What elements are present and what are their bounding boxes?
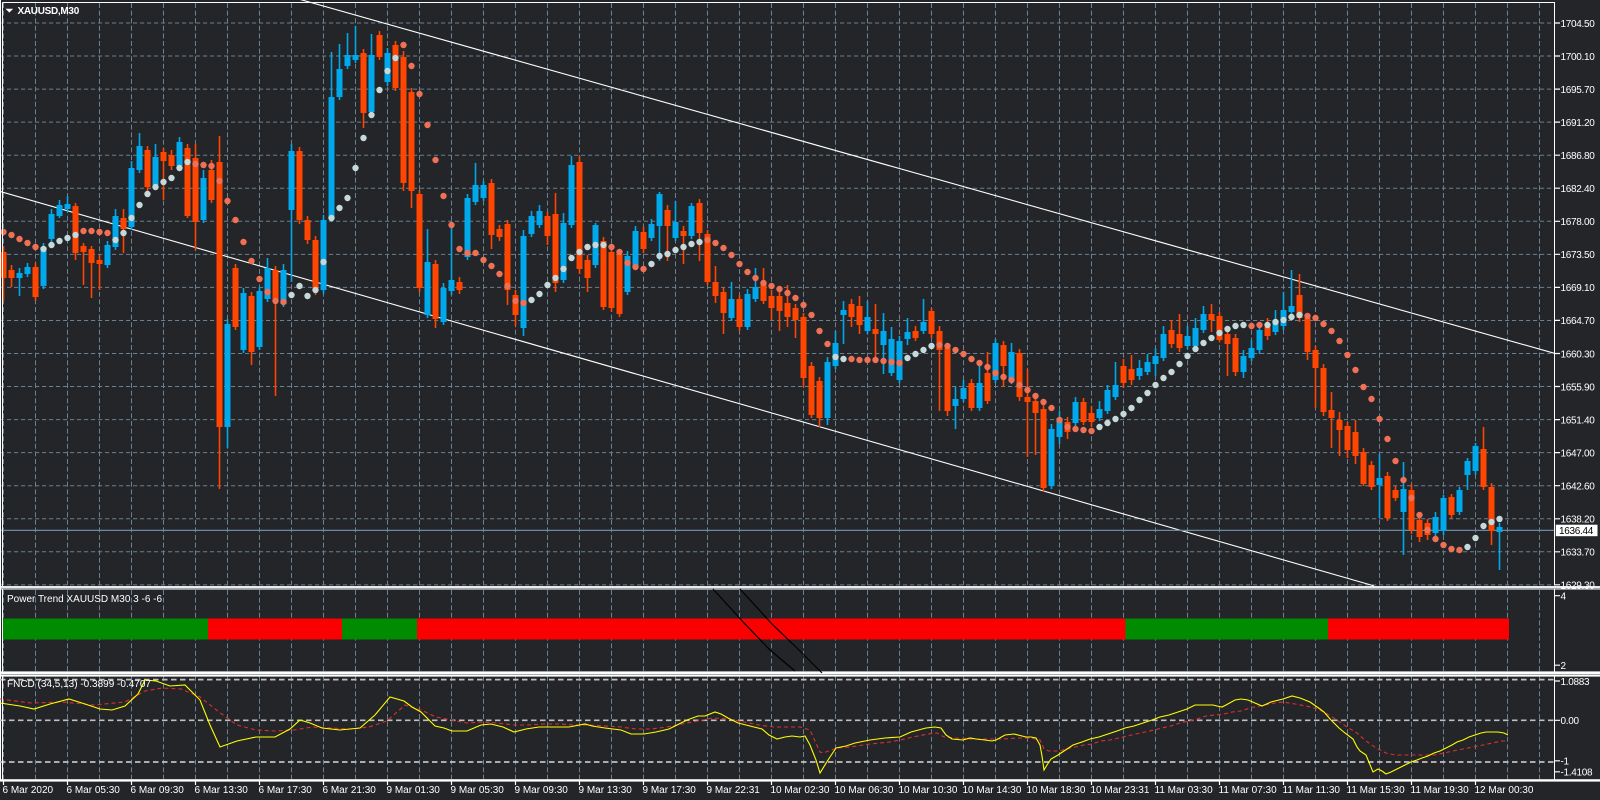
svg-text:6 Mar 05:30: 6 Mar 05:30: [67, 785, 121, 796]
svg-text:9 Mar 13:30: 9 Mar 13:30: [579, 785, 633, 796]
svg-text:9 Mar 05:30: 9 Mar 05:30: [451, 785, 505, 796]
svg-text:-1.4108: -1.4108: [1561, 768, 1594, 779]
svg-text:11 Mar 19:30: 11 Mar 19:30: [1411, 785, 1470, 796]
svg-text:4: 4: [1561, 592, 1567, 603]
svg-text:6 Mar 13:30: 6 Mar 13:30: [195, 785, 249, 796]
svg-text:1700.10: 1700.10: [1561, 52, 1596, 63]
svg-text:1642.60: 1642.60: [1561, 482, 1596, 493]
svg-text:1636.44: 1636.44: [1559, 526, 1594, 537]
svg-text:11 Mar 15:30: 11 Mar 15:30: [1347, 785, 1406, 796]
svg-text:10 Mar 10:30: 10 Mar 10:30: [899, 785, 958, 796]
svg-text:1660.30: 1660.30: [1561, 349, 1596, 360]
svg-text:1633.70: 1633.70: [1561, 548, 1596, 559]
svg-text:10 Mar 18:30: 10 Mar 18:30: [1027, 785, 1086, 796]
svg-text:Power Trend XAUUSD M30 3 -6 -6: Power Trend XAUUSD M30 3 -6 -6: [7, 594, 162, 605]
svg-text:6 Mar 17:30: 6 Mar 17:30: [259, 785, 313, 796]
svg-text:1638.20: 1638.20: [1561, 515, 1596, 526]
svg-text:11 Mar 11:30: 11 Mar 11:30: [1283, 785, 1341, 796]
svg-text:10 Mar 02:30: 10 Mar 02:30: [771, 785, 830, 796]
svg-text:0.00: 0.00: [1561, 716, 1580, 727]
svg-text:XAUUSD,M30: XAUUSD,M30: [18, 6, 80, 17]
svg-text:9 Mar 17:30: 9 Mar 17:30: [643, 785, 697, 796]
svg-text:1629.30: 1629.30: [1561, 581, 1596, 592]
svg-text:10 Mar 14:30: 10 Mar 14:30: [963, 785, 1022, 796]
svg-text:1664.70: 1664.70: [1561, 316, 1596, 327]
svg-text:1686.80: 1686.80: [1561, 151, 1596, 162]
svg-text:1691.20: 1691.20: [1561, 118, 1596, 129]
svg-text:10 Mar 06:30: 10 Mar 06:30: [835, 785, 894, 796]
svg-text:1655.90: 1655.90: [1561, 382, 1596, 393]
svg-text:1704.50: 1704.50: [1561, 19, 1596, 30]
svg-text:1695.70: 1695.70: [1561, 85, 1596, 96]
svg-text:1673.50: 1673.50: [1561, 250, 1596, 261]
svg-text:11 Mar 07:30: 11 Mar 07:30: [1219, 785, 1278, 796]
svg-text:-1: -1: [1561, 757, 1570, 768]
svg-text:6 Mar 2020: 6 Mar 2020: [3, 785, 54, 796]
svg-text:9 Mar 09:30: 9 Mar 09:30: [515, 785, 569, 796]
svg-text:11 Mar 03:30: 11 Mar 03:30: [1155, 785, 1214, 796]
svg-text:1682.40: 1682.40: [1561, 184, 1596, 195]
svg-text:9 Mar 01:30: 9 Mar 01:30: [387, 785, 441, 796]
svg-text:1669.10: 1669.10: [1561, 283, 1596, 294]
svg-text:2: 2: [1561, 661, 1567, 672]
svg-text:6 Mar 09:30: 6 Mar 09:30: [131, 785, 185, 796]
svg-text:1.0883: 1.0883: [1561, 677, 1591, 688]
svg-text:1678.00: 1678.00: [1561, 217, 1596, 228]
svg-text:12 Mar 00:30: 12 Mar 00:30: [1475, 785, 1534, 796]
svg-text:FNCD (34,5,13) -0.3899 -0.4707: FNCD (34,5,13) -0.3899 -0.4707: [7, 679, 151, 690]
svg-text:1647.00: 1647.00: [1561, 448, 1596, 459]
svg-text:10 Mar 23:31: 10 Mar 23:31: [1091, 785, 1150, 796]
svg-text:1651.40: 1651.40: [1561, 415, 1596, 426]
svg-text:6 Mar 21:30: 6 Mar 21:30: [323, 785, 377, 796]
svg-text:9 Mar 22:31: 9 Mar 22:31: [707, 785, 761, 796]
